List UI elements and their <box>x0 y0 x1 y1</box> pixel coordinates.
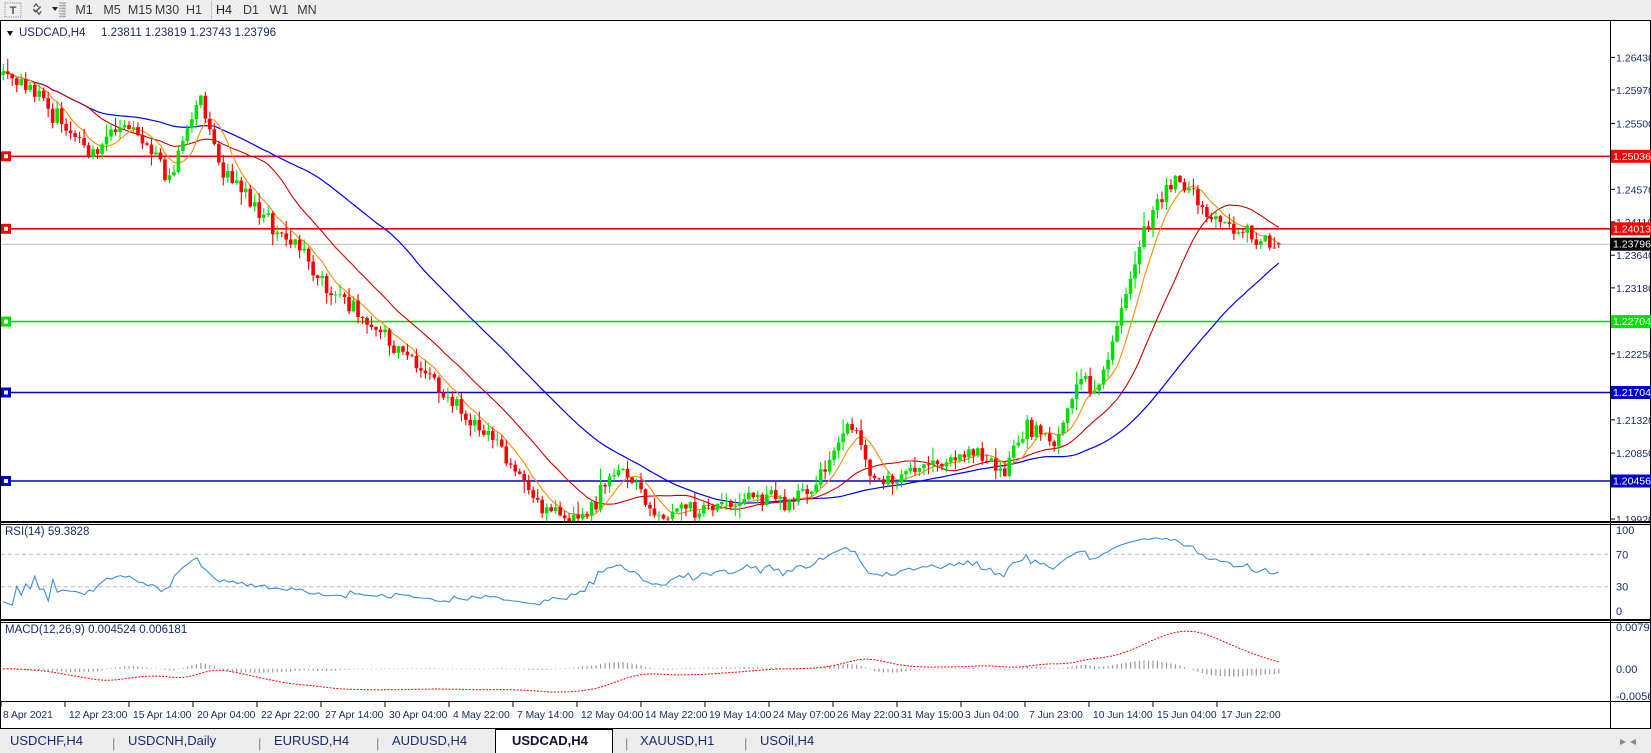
svg-text:7 Jun 23:00: 7 Jun 23:00 <box>1029 710 1083 721</box>
svg-text:0.007959: 0.007959 <box>1616 622 1651 634</box>
svg-text:15 Jun 04:00: 15 Jun 04:00 <box>1157 710 1217 721</box>
svg-text:14 May 22:00: 14 May 22:00 <box>645 710 708 721</box>
svg-text:1.24570: 1.24570 <box>1616 184 1651 196</box>
svg-text:70: 70 <box>1616 549 1628 561</box>
svg-text:1.25500: 1.25500 <box>1616 118 1651 130</box>
svg-text:7 May 14:00: 7 May 14:00 <box>517 710 574 721</box>
svg-text:1.24013: 1.24013 <box>1613 223 1651 235</box>
svg-text:1.22704: 1.22704 <box>1613 316 1651 328</box>
svg-text:1.23640: 1.23640 <box>1616 250 1651 262</box>
svg-text:H1: H1 <box>186 3 202 17</box>
svg-text:MN: MN <box>297 3 316 17</box>
svg-text:26 May 22:00: 26 May 22:00 <box>837 710 900 721</box>
svg-text:M5: M5 <box>103 3 120 17</box>
svg-text:1.20456: 1.20456 <box>1613 476 1651 488</box>
svg-text:1.21320: 1.21320 <box>1616 415 1651 427</box>
svg-text:M15: M15 <box>128 3 152 17</box>
svg-text:10 Jun 14:00: 10 Jun 14:00 <box>1093 710 1153 721</box>
svg-text:100: 100 <box>1616 525 1634 537</box>
svg-text:24 May 07:00: 24 May 07:00 <box>773 710 836 721</box>
svg-text:D1: D1 <box>243 3 259 17</box>
svg-text:1.25970: 1.25970 <box>1616 85 1651 97</box>
svg-text:1.20850: 1.20850 <box>1616 448 1651 460</box>
svg-text:M30: M30 <box>155 3 179 17</box>
svg-text:H4: H4 <box>216 3 232 17</box>
svg-text:4 May 22:00: 4 May 22:00 <box>453 710 510 721</box>
svg-text:M1: M1 <box>75 3 92 17</box>
svg-text:1.23796: 1.23796 <box>1613 239 1651 251</box>
svg-text:15 Apr 14:00: 15 Apr 14:00 <box>133 710 192 721</box>
svg-text:27 Apr 14:00: 27 Apr 14:00 <box>325 710 384 721</box>
svg-text:12 May 04:00: 12 May 04:00 <box>581 710 644 721</box>
svg-text:3 Jun 04:00: 3 Jun 04:00 <box>965 710 1019 721</box>
svg-text:12 Apr 23:00: 12 Apr 23:00 <box>69 710 128 721</box>
svg-text:30: 30 <box>1616 582 1628 594</box>
svg-text:T: T <box>10 5 17 17</box>
svg-text:W1: W1 <box>270 3 289 17</box>
svg-text:31 May 15:00: 31 May 15:00 <box>901 710 964 721</box>
svg-text:1.21704: 1.21704 <box>1613 387 1651 399</box>
svg-text:0: 0 <box>1616 606 1622 618</box>
svg-text:17 Jun 22:00: 17 Jun 22:00 <box>1221 710 1281 721</box>
svg-text:0.00: 0.00 <box>1616 664 1637 676</box>
svg-text:1.23180: 1.23180 <box>1616 283 1651 295</box>
svg-text:30 Apr 04:00: 30 Apr 04:00 <box>389 710 448 721</box>
svg-text:1.22250: 1.22250 <box>1616 349 1651 361</box>
svg-text:20 Apr 04:00: 20 Apr 04:00 <box>197 710 256 721</box>
svg-text:1.26430: 1.26430 <box>1616 52 1651 64</box>
svg-text:19 May 14:00: 19 May 14:00 <box>709 710 772 721</box>
svg-text:1.25036: 1.25036 <box>1613 151 1651 163</box>
svg-text:8 Apr 2021: 8 Apr 2021 <box>3 710 53 721</box>
svg-text:22 Apr 22:00: 22 Apr 22:00 <box>261 710 320 721</box>
